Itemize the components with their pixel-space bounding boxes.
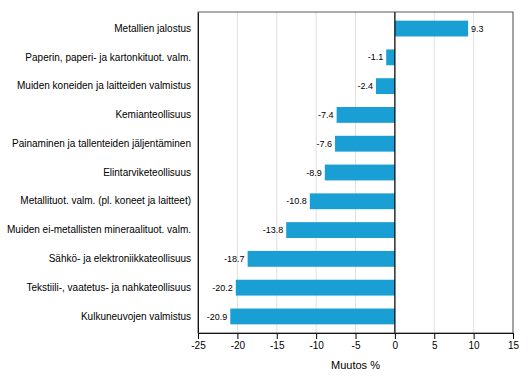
x-tick-mark [434,333,435,339]
plot-frame [198,12,513,333]
bars [230,12,468,333]
bar [395,21,468,37]
x-tick-mark [395,333,396,339]
y-tick-label: Kemianteollisuus [115,109,191,120]
x-tick-label: -15 [270,340,285,351]
x-tick-label: 15 [508,340,520,351]
y-tick: Tekstiili-, vaatetus- ja nahkateollisuus [26,282,191,293]
data-labels: -20.9 -20.2 -18.7 -13.8 -10.8 -8.9 -7.6 -7.4 -2.… [207,24,484,322]
x-axis: -25 -20 -15 -10 -5 0 5 10 15 [191,333,519,351]
y-tick: Muiden ei-metallisten mineraalituot. val… [7,224,191,235]
x-tick: -25 [191,333,206,351]
data-label: -8.9 [306,168,322,178]
bar [310,193,395,209]
bar [337,107,395,123]
y-tick: Sähkö- ja elektroniikkateollisuus [49,253,191,264]
bar [335,136,395,152]
x-tick-mark [277,333,278,339]
x-tick-mark [316,333,317,339]
bar [325,165,395,181]
x-tick-mark [356,333,357,339]
x-tick: -10 [309,333,324,351]
x-tick-label: 10 [469,340,481,351]
y-tick: Metallituot. valm. (pl. koneet ja laitte… [20,195,191,206]
y-tick: Metallien jalostus [114,23,191,34]
x-tick: 5 [432,333,438,351]
y-tick-label: Metallien jalostus [114,23,191,34]
y-tick-label: Sähkö- ja elektroniikkateollisuus [49,253,191,264]
bar [248,251,395,267]
data-label: -1.1 [368,52,384,62]
y-tick-label: Metallituot. valm. (pl. koneet ja laitte… [20,195,191,206]
y-tick: Kemianteollisuus [115,109,191,120]
x-tick: -5 [352,333,361,351]
grid-line [394,12,395,333]
data-label: -7.6 [317,139,333,149]
x-tick-label: -25 [191,340,206,351]
y-tick-label: Muiden ei-metallisten mineraalituot. val… [7,224,191,235]
y-tick: Kulkuneuvojen valmistus [81,311,191,322]
y-tick-label: Tekstiili-, vaatetus- ja nahkateollisuus [26,282,191,293]
y-tick-label: Paperin, paperi- ja kartonkituot. valm. [25,52,191,63]
x-tick: 0 [393,333,399,351]
x-tick-mark [198,333,199,339]
x-tick: -15 [270,333,285,351]
data-label: -18.7 [224,254,245,264]
bar [236,280,395,296]
x-axis-title: Muutos % [331,359,380,371]
x-tick-label: 0 [393,340,399,351]
y-tick: Painaminen ja tallenteiden jäljentäminen [12,138,191,149]
x-tick: 15 [508,333,520,351]
x-tick-mark [237,333,238,339]
x-tick-mark [513,333,514,339]
y-tick: Paperin, paperi- ja kartonkituot. valm. [25,52,191,63]
bar [386,49,395,65]
grid-line [434,12,435,333]
chart: -25 -20 -15 -10 -5 0 5 10 15 Kulkuneuvojen valmis… [0,0,529,377]
x-tick: -20 [231,333,246,351]
chart-container: -25 -20 -15 -10 -5 0 5 10 15 Kulkuneuvojen valmis… [0,0,529,377]
x-tick-label: -5 [352,340,361,351]
zero-line [394,12,395,333]
y-tick: Elintarviketeollisuus [103,167,191,178]
bar [230,309,395,325]
grid-line [473,12,474,333]
x-tick-label: 5 [432,340,438,351]
data-label: -10.8 [286,196,307,206]
y-tick-label: Muiden koneiden ja laitteiden valmistus [17,80,191,91]
x-axis-line [199,334,514,340]
grid [198,12,513,333]
data-label: -13.8 [263,225,284,235]
x-tick-label: -10 [309,340,324,351]
x-tick-label: -20 [231,340,246,351]
data-label: -20.2 [212,283,233,293]
x-tick: 10 [469,333,481,351]
data-label: -7.4 [318,110,334,120]
data-label: -2.4 [357,81,373,91]
data-label: 9.3 [471,24,484,34]
bar [376,78,395,94]
y-axis: Kulkuneuvojen valmistus Tekstiili-, vaate… [7,13,198,334]
y-tick-label: Kulkuneuvojen valmistus [81,311,191,322]
y-tick-label: Elintarviketeollisuus [103,167,191,178]
x-tick-mark [474,333,475,339]
bar [286,222,395,238]
plot-area: -25 -20 -15 -10 -5 0 5 10 15 Kulkuneuvojen valmis… [7,12,519,371]
y-tick: Muiden koneiden ja laitteiden valmistus [17,80,191,91]
y-tick-label: Painaminen ja tallenteiden jäljentäminen [12,138,191,149]
data-label: -20.9 [207,312,228,322]
